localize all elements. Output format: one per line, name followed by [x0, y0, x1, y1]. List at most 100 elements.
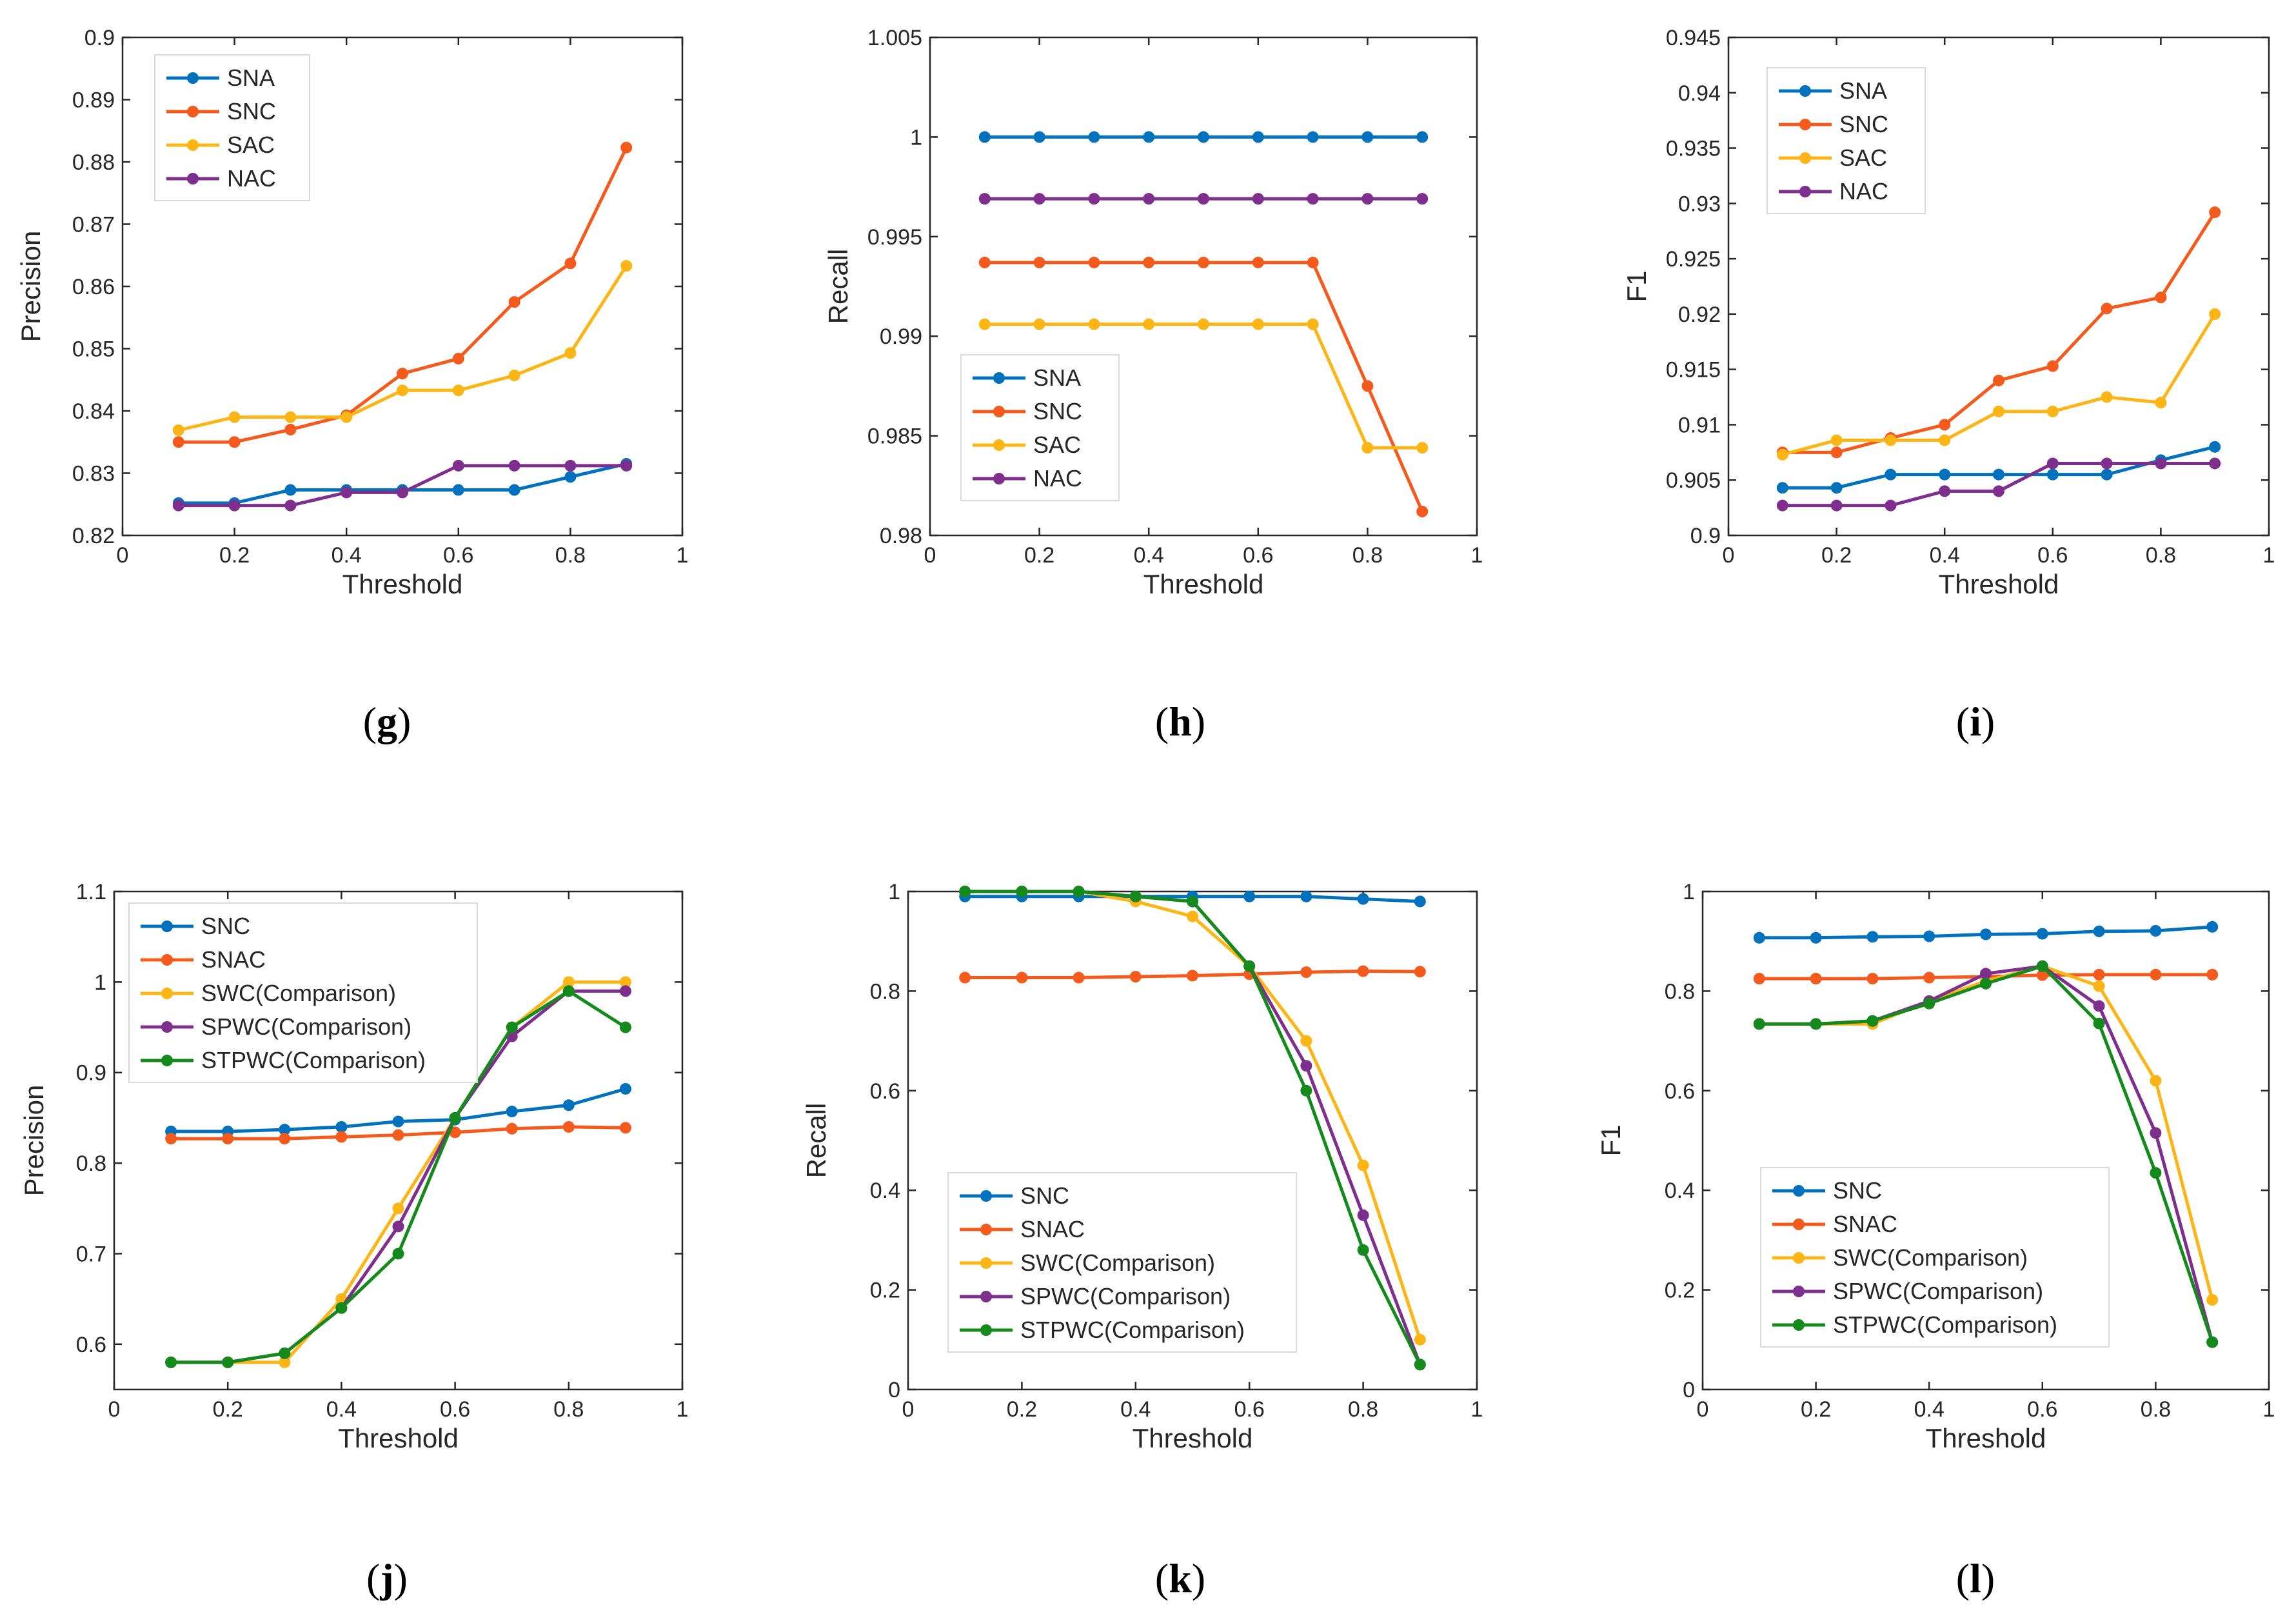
data-point — [1993, 374, 2004, 386]
data-point — [341, 411, 353, 423]
legend-marker — [1793, 1319, 1805, 1331]
data-point — [2101, 391, 2113, 403]
data-point — [2206, 921, 2219, 933]
legend: SNC SNAC SWC(Comparison) SPWC(Comparison) ST… — [947, 1172, 1297, 1353]
data-point — [2101, 457, 2113, 470]
data-point — [1414, 1333, 1426, 1346]
y-tick-label: 0.2 — [870, 1279, 900, 1303]
y-tick-label: 0.9 — [76, 1061, 106, 1086]
data-point — [392, 1202, 404, 1215]
x-tick-label: 0.2 — [1821, 543, 1852, 568]
y-axis-title: F1 — [1621, 270, 1652, 302]
data-point — [2046, 360, 2059, 372]
data-point — [1252, 318, 1264, 330]
panel-label: (i) — [1956, 699, 1995, 744]
y-tick-label: 0.92 — [1678, 303, 1721, 327]
y-axis-title: Recall — [801, 1103, 831, 1179]
legend-marker — [187, 173, 199, 184]
data-point — [228, 499, 241, 512]
data-point — [1307, 193, 1319, 205]
data-point — [1923, 997, 1935, 1010]
panel-label-open: ( — [1956, 1555, 1970, 1601]
data-point — [2209, 206, 2221, 219]
x-tick-label: 0.2 — [213, 1397, 243, 1422]
data-point — [172, 424, 184, 436]
legend-label: SPWC(Comparison) — [201, 1013, 411, 1040]
legend-label: SWC(Comparison) — [1833, 1244, 2028, 1271]
x-tick-label: 0.6 — [443, 543, 473, 568]
data-point — [397, 368, 408, 380]
data-point — [619, 976, 631, 988]
x-tick-label: 0.4 — [1930, 543, 1960, 568]
x-axis-title: Threshold — [1926, 1423, 2046, 1453]
y-tick-label: 0.6 — [1665, 1079, 1695, 1104]
y-tick-label: 0.945 — [1666, 26, 1721, 50]
panel-label-close: ) — [1981, 699, 1995, 744]
legend-label: SPWC(Comparison) — [1020, 1283, 1231, 1309]
y-tick-label: 0.6 — [76, 1333, 106, 1357]
y-tick-label: 0.2 — [1665, 1279, 1695, 1303]
data-point — [1143, 256, 1155, 268]
y-tick-label: 0.4 — [870, 1179, 900, 1203]
legend-label: SWC(Comparison) — [1020, 1250, 1215, 1276]
data-point — [508, 296, 520, 308]
data-point — [506, 1122, 518, 1135]
x-tick-label: 0.8 — [1348, 1397, 1378, 1422]
data-point — [2206, 1294, 2219, 1306]
legend-marker — [187, 106, 199, 117]
x-tick-label: 0.4 — [1134, 543, 1164, 568]
data-point — [1993, 468, 2004, 481]
data-point — [1416, 193, 1429, 205]
y-tick-label: 0.88 — [72, 150, 115, 175]
legend-label: SWC(Comparison) — [201, 980, 396, 1006]
panel-i: 0 0.2 0.4 0.6 0.8 1 0.9 0.905 0.91 0.915 0.92 0.925… — [1621, 26, 2275, 744]
x-tick-label: 1 — [2263, 1397, 2275, 1422]
data-point — [978, 318, 991, 330]
data-point — [1361, 442, 1374, 454]
data-point — [619, 985, 631, 997]
legend-marker — [1793, 1252, 1805, 1264]
legend-marker — [187, 139, 199, 151]
data-point — [2206, 1336, 2219, 1348]
data-point — [1980, 977, 1992, 990]
data-point — [1143, 318, 1155, 330]
data-point — [2209, 457, 2221, 470]
y-tick-label: 1 — [1683, 880, 1695, 904]
panel-label: (g) — [363, 699, 411, 744]
data-point — [1073, 971, 1085, 984]
y-tick-label: 0.8 — [1665, 979, 1695, 1004]
data-point — [228, 411, 241, 423]
data-point — [1307, 256, 1319, 268]
data-point — [1088, 193, 1100, 205]
legend-marker — [161, 1021, 173, 1033]
x-tick-label: 0.6 — [2037, 543, 2068, 568]
y-axis-title: Precision — [19, 1085, 49, 1197]
data-point — [1143, 193, 1155, 205]
y-tick-label: 1.1 — [76, 880, 106, 904]
legend: SNA SNC SAC NAC — [960, 354, 1120, 501]
x-tick-label: 0.6 — [1243, 543, 1273, 568]
panel-label-letter: h — [1169, 699, 1192, 744]
legend-label: SNAC — [1020, 1216, 1085, 1242]
data-point — [1885, 434, 1897, 446]
data-point — [1033, 256, 1045, 268]
data-point — [1810, 1018, 1822, 1030]
legend-label: SAC — [1033, 432, 1081, 458]
data-point — [335, 1131, 348, 1143]
data-point — [562, 1120, 575, 1133]
data-point — [1939, 468, 1951, 481]
data-point — [1300, 966, 1312, 979]
x-tick-label: 0 — [902, 1397, 915, 1422]
data-point — [1357, 1209, 1369, 1221]
data-point — [392, 1220, 404, 1233]
data-point — [1361, 380, 1374, 392]
panel-label-close: ) — [1192, 699, 1205, 744]
data-point — [1993, 405, 2004, 417]
legend-marker — [993, 439, 1005, 451]
y-tick-label: 0.84 — [72, 399, 115, 424]
data-point — [1866, 973, 1879, 985]
data-point — [619, 1082, 631, 1095]
legend-label: SNA — [1839, 77, 1887, 104]
data-point — [1980, 968, 1992, 980]
legend-label: SPWC(Comparison) — [1833, 1278, 2043, 1304]
